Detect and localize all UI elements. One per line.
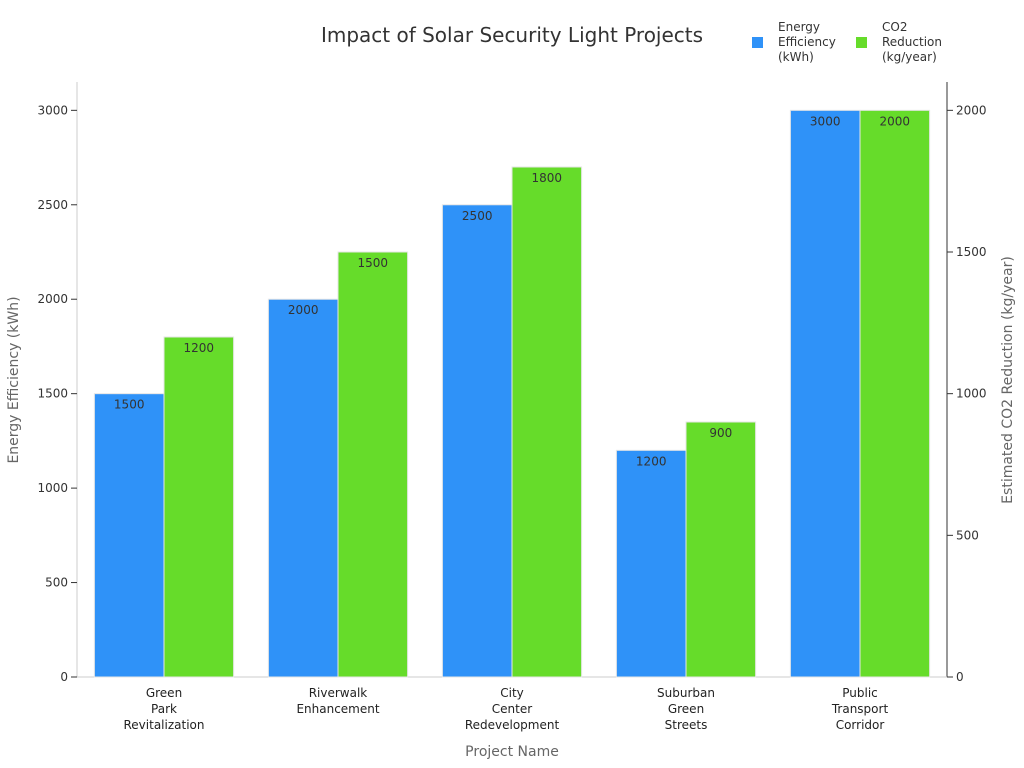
x-tick-label-line: Corridor	[836, 718, 885, 732]
legend: Energy Efficiency (kWh) CO2 Reduction (kg/yea…	[752, 20, 942, 64]
legend-label-line: Energy	[778, 20, 820, 34]
co2-bar-value: 2000	[880, 114, 911, 128]
co2-bar-value: 1200	[184, 341, 215, 355]
x-tick-label-line: Center	[492, 702, 532, 716]
y-axis-left-label: Energy Efficiency (kWh)	[6, 296, 22, 463]
x-tick-label-line: Transport	[831, 702, 889, 716]
y-right-tick-label: 1500	[956, 245, 987, 259]
x-tick-label: Riverwalk Enhancement	[296, 686, 379, 716]
x-tick-label: Public Transport Corridor	[831, 686, 889, 732]
energy-bar-value: 2000	[288, 303, 319, 317]
y-right-tick-label: 500	[956, 528, 979, 542]
y-left-tick-label: 0	[60, 670, 68, 684]
co2-bar-value: 1500	[358, 256, 389, 270]
legend-label-co2: CO2 Reduction (kg/year)	[882, 20, 942, 64]
energy-bar	[615, 449, 687, 678]
legend-label-line: (kWh)	[778, 50, 814, 64]
legend-swatch-co2	[856, 37, 867, 48]
energy-bar-value: 2500	[462, 209, 493, 223]
x-tick-label-line: Revitalization	[124, 718, 205, 732]
x-tick-label-line: Streets	[665, 718, 708, 732]
x-tick-label-line: Suburban	[657, 686, 715, 700]
x-tick-label-line: Public	[842, 686, 878, 700]
y-axis-right-label: Estimated CO2 Reduction (kg/year)	[1000, 256, 1016, 504]
x-tick-label-line: Park	[151, 702, 177, 716]
x-tick-label-line: Green	[146, 686, 182, 700]
legend-label-line: Reduction	[882, 35, 942, 49]
x-tick-label-line: Green	[668, 702, 704, 716]
legend-label-line: CO2	[882, 20, 907, 34]
co2-bar	[685, 421, 757, 678]
y-left-tick-label: 2000	[37, 292, 68, 306]
y-axis-left: 0 500 1000 1500 2000 2500 3000	[37, 82, 78, 684]
energy-bar-value: 3000	[810, 114, 841, 128]
y-left-tick-label: 2500	[37, 198, 68, 212]
bar-labels: 1500 1200 2000 1500 2500 1800 1200 900 3000 2000	[114, 114, 910, 468]
co2-bar	[511, 166, 583, 678]
x-tick-label: Green Park Revitalization	[124, 686, 205, 732]
co2-bar-value: 900	[709, 426, 732, 440]
x-tick-label-line: City	[500, 686, 524, 700]
energy-bar	[441, 204, 513, 678]
energy-bar-value: 1500	[114, 398, 145, 412]
y-left-tick-label: 1500	[37, 387, 68, 401]
energy-bar	[267, 298, 339, 678]
y-right-tick-label: 0	[956, 670, 964, 684]
x-tick-label: City Center Redevelopment	[465, 686, 560, 732]
y-right-tick-label: 2000	[956, 103, 987, 117]
bars	[93, 109, 931, 678]
co2-bar	[337, 251, 409, 678]
chart-title: Impact of Solar Security Light Projects	[321, 23, 703, 47]
legend-label-line: (kg/year)	[882, 50, 937, 64]
x-axis-label: Project Name	[465, 744, 559, 760]
x-tick-label: Suburban Green Streets	[657, 686, 715, 732]
co2-bar	[163, 336, 235, 678]
x-tick-label-line: Redevelopment	[465, 718, 560, 732]
y-right-tick-label: 1000	[956, 387, 987, 401]
y-axis-right: 0 500 1000 1500 2000	[946, 82, 987, 684]
energy-bar-value: 1200	[636, 454, 667, 468]
legend-swatch-energy	[752, 37, 763, 48]
y-left-tick-label: 1000	[37, 481, 68, 495]
co2-bar-value: 1800	[532, 171, 563, 185]
y-left-tick-label: 500	[45, 576, 68, 590]
x-tick-label-line: Enhancement	[296, 702, 379, 716]
x-tick-label-line: Riverwalk	[309, 686, 368, 700]
co2-bar	[859, 109, 931, 678]
x-axis: Green Park Revitalization Riverwalk Enhancem…	[77, 676, 947, 732]
energy-bar	[93, 393, 165, 678]
legend-label-energy: Energy Efficiency (kWh)	[778, 20, 836, 64]
y-left-tick-label: 3000	[37, 103, 68, 117]
legend-label-line: Efficiency	[778, 35, 836, 49]
energy-bar	[789, 109, 861, 678]
